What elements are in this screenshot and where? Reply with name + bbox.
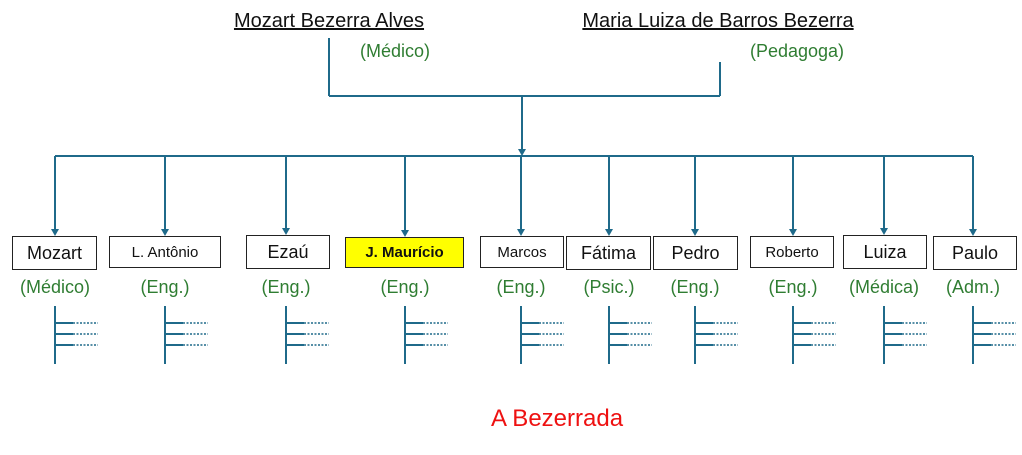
- arrow-head-icon: [401, 230, 409, 237]
- child-box: Paulo: [933, 236, 1017, 270]
- child-profession: (Adm.): [946, 277, 1000, 297]
- parent-father-profession: (Médico): [359, 41, 431, 61]
- arrow-head-icon: [518, 149, 526, 156]
- child-box: Pedro: [653, 236, 738, 270]
- child-box: L. Antônio: [109, 236, 221, 268]
- child-box: Fátima: [566, 236, 651, 270]
- child-box: Roberto: [750, 236, 834, 268]
- arrow-head-icon: [880, 228, 888, 235]
- child-profession: (Médica): [848, 277, 920, 297]
- arrow-head-icon: [51, 229, 59, 236]
- arrow-head-icon: [691, 229, 699, 236]
- arrow-head-icon: [282, 228, 290, 235]
- arrow-head-icon: [969, 229, 977, 236]
- child-profession: (Eng.): [261, 277, 311, 297]
- child-profession: (Médico): [19, 277, 91, 297]
- arrow-head-icon: [161, 229, 169, 236]
- parent-father-name: Mozart Bezerra Alves: [233, 10, 425, 32]
- child-box: Marcos: [480, 236, 564, 268]
- parent-mother-name: Maria Luiza de Barros Bezerra: [582, 10, 854, 32]
- child-profession: (Eng.): [496, 277, 546, 297]
- child-profession: (Eng.): [140, 277, 190, 297]
- child-profession: (Psic.): [583, 277, 635, 297]
- child-box: Mozart: [12, 236, 97, 270]
- child-box: J. Maurício: [345, 237, 464, 268]
- child-profession: (Eng.): [768, 277, 818, 297]
- child-profession: (Eng.): [380, 277, 430, 297]
- child-box: Ezaú: [246, 235, 330, 269]
- parent-mother-profession: (Pedagoga): [749, 41, 845, 61]
- child-box: Luiza: [843, 235, 927, 269]
- arrow-head-icon: [605, 229, 613, 236]
- arrow-head-icon: [789, 229, 797, 236]
- arrow-head-icon: [517, 229, 525, 236]
- child-profession: (Eng.): [670, 277, 720, 297]
- diagram-title: A Bezerrada: [490, 405, 624, 432]
